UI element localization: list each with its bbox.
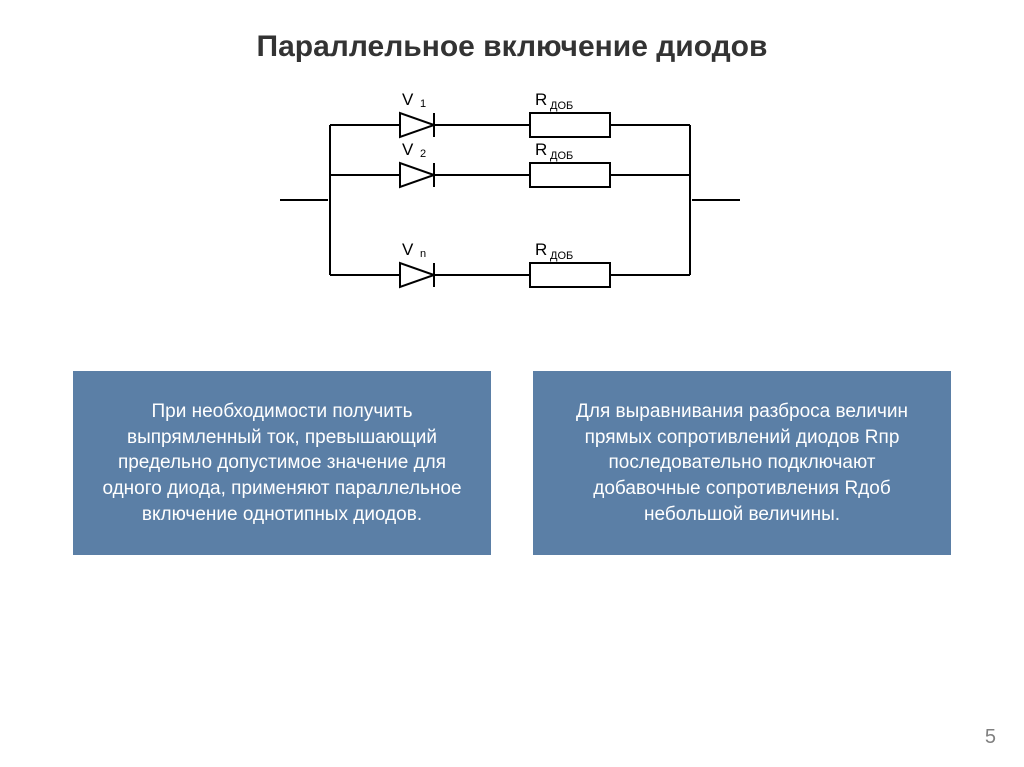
svg-text:1: 1 [420, 98, 426, 110]
svg-text:ДОБ: ДОБ [550, 150, 573, 162]
svg-text:ДОБ: ДОБ [550, 250, 573, 262]
svg-text:R: R [535, 90, 547, 109]
svg-text:2: 2 [420, 148, 426, 160]
svg-text:n: n [420, 248, 426, 260]
page-number: 5 [985, 726, 996, 749]
svg-text:R: R [535, 140, 547, 159]
info-box-left: При необходимости получить выпрямленный … [72, 370, 492, 556]
svg-text:ДОБ: ДОБ [550, 100, 573, 112]
svg-text:V: V [402, 140, 414, 159]
info-boxes: При необходимости получить выпрямленный … [60, 370, 964, 556]
slide-title: Параллельное включение диодов [0, 30, 1024, 64]
svg-text:V: V [402, 90, 414, 109]
info-box-right: Для выравнивания разброса величин прямых… [532, 370, 952, 556]
svg-text:V: V [402, 240, 414, 259]
circuit-diagram: V1RДОБV2RДОБVnRДОБ [280, 80, 740, 320]
svg-text:R: R [535, 240, 547, 259]
circuit-svg: V1RДОБV2RДОБVnRДОБ [280, 80, 740, 320]
